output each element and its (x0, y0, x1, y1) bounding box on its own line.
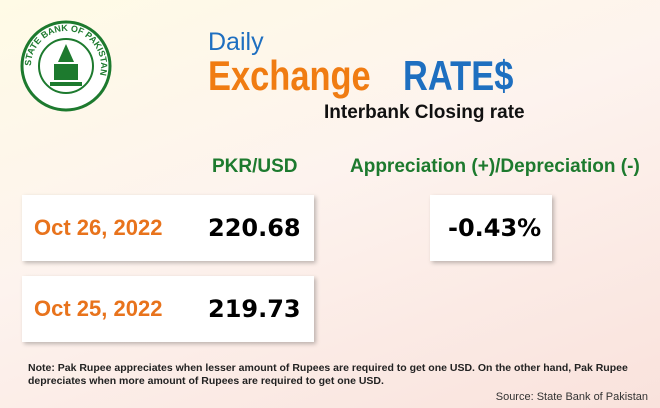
date: Oct 26, 2022 (34, 215, 163, 240)
note-line: Note: Pak Rupee appreciates when lesser … (28, 362, 628, 374)
change-header: Appreciation (+)/Depreciation (-) (350, 156, 640, 177)
row-card: Oct 26, 2022 220.68 (22, 195, 314, 261)
change-card: -0.43% (430, 195, 552, 261)
row-card: Oct 25, 2022 219.73 (22, 276, 314, 342)
column-header: PKR/USD (212, 156, 298, 177)
date: Oct 25, 2022 (34, 296, 163, 321)
logo: STATE BANK OF PAKISTAN (20, 20, 112, 112)
header-exchange: Exchange (208, 52, 371, 99)
source: Source: State Bank of Pakistan (495, 391, 648, 403)
subtitle: Interbank Closing rate (324, 102, 525, 123)
change: -0.43% (448, 214, 542, 242)
rate: 219.73 (208, 295, 301, 323)
header-daily: Daily (208, 28, 264, 56)
note-line: depreciates when more amount of Rupees a… (28, 375, 384, 387)
rate: 220.68 (208, 214, 301, 242)
header-rates: RATE$ (403, 52, 514, 99)
